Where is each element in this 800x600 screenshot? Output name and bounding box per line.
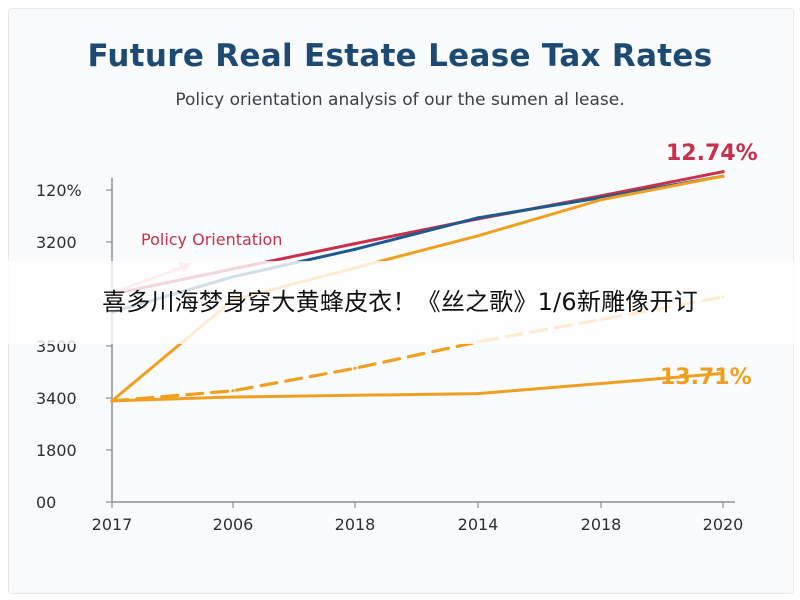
data-point (476, 392, 480, 396)
data-point (353, 366, 357, 370)
data-point (721, 371, 725, 375)
data-point (599, 198, 603, 202)
y-tick-label: 120% (36, 181, 82, 200)
data-point (231, 389, 235, 393)
data-point (353, 247, 357, 251)
data-point (231, 395, 235, 399)
data-point (721, 170, 725, 174)
callout-label-bottom: 13.71% (660, 365, 752, 390)
y-tick-label: 00 (36, 493, 56, 512)
x-tick-label: 2018 (581, 515, 622, 534)
data-point (476, 234, 480, 238)
series-line-5 (110, 371, 725, 403)
x-tick-label: 2014 (458, 515, 499, 534)
chart-title: Future Real Estate Lease Tax Rates (87, 38, 713, 74)
caption-text: 喜多川海梦身穿大黄蜂皮衣！《丝之歌》1/6新雕像开订 (102, 288, 698, 316)
data-point (599, 381, 603, 386)
policy-orientation-label: Policy Orientation (141, 230, 282, 249)
chart-subtitle: Policy orientation analysis of our the s… (175, 90, 625, 110)
y-tick-label: 3400 (36, 389, 77, 408)
callout-label-top: 12.74% (666, 141, 758, 166)
x-tick-label: 2020 (703, 515, 744, 534)
data-point (353, 242, 357, 246)
data-point (721, 174, 725, 178)
y-tick-label: 3200 (36, 233, 77, 252)
x-tick-label: 2017 (92, 515, 133, 534)
x-tick-label: 2018 (335, 515, 376, 534)
data-point (476, 216, 480, 220)
caption-band (0, 261, 800, 344)
y-tick-label: 1800 (36, 441, 77, 460)
x-tick-label: 2006 (213, 515, 254, 534)
data-point (110, 399, 114, 403)
data-point (353, 393, 357, 397)
